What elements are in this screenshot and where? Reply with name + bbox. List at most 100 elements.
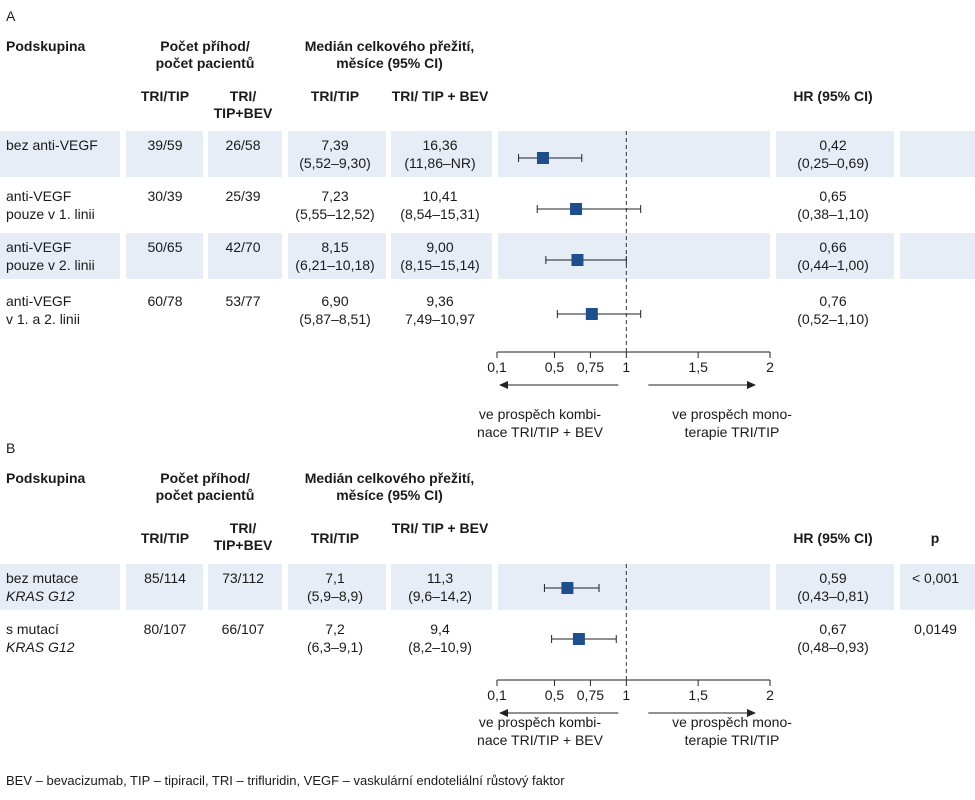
header-events-tritip: TRI/TIP bbox=[140, 530, 190, 546]
x-tick-label: 1,5 bbox=[688, 687, 708, 703]
events-bev: 26/58 bbox=[225, 137, 261, 153]
header-median: Medián celkového přežití, měsíce (95% CI… bbox=[304, 38, 475, 71]
table-row-subgroup: anti-VEGF pouze v 2. linii bbox=[6, 239, 95, 273]
median-tritip: 7,2 (6,3–9,1) bbox=[306, 621, 364, 655]
median-tritip: 8,15 (6,21–10,18) bbox=[295, 239, 375, 273]
hr-marker bbox=[570, 203, 583, 215]
row-band bbox=[0, 233, 975, 279]
header-subgroup: Podskupina bbox=[6, 470, 86, 486]
column-gap bbox=[894, 564, 900, 610]
x-tick-label: 1,5 bbox=[688, 359, 708, 375]
events-tritip: 80/107 bbox=[143, 621, 187, 637]
favors-right-label: ve prospěch mono-terapie TRI/TIP bbox=[672, 406, 792, 440]
x-tick-label: 2 bbox=[766, 359, 774, 375]
column-gap bbox=[894, 131, 900, 279]
median-tritip: 7,1 (5,9–8,9) bbox=[306, 570, 364, 604]
panel-label-a: A bbox=[6, 8, 16, 24]
events-bev: 66/107 bbox=[221, 621, 265, 637]
arrow-right-head bbox=[747, 709, 756, 717]
events-tritip: 30/39 bbox=[147, 188, 183, 204]
column-gap bbox=[770, 564, 776, 610]
column-gap bbox=[120, 564, 126, 610]
column-gap bbox=[492, 564, 498, 610]
header-hr: HR (95% CI) bbox=[793, 530, 873, 546]
column-gap bbox=[203, 564, 208, 610]
events-tritip: 60/78 bbox=[147, 293, 183, 309]
x-tick-label: 0,75 bbox=[577, 359, 604, 375]
median-bev: 9,4 (8,2–10,9) bbox=[408, 621, 472, 655]
events-tritip: 39/59 bbox=[147, 137, 183, 153]
x-tick-label: 0,1 bbox=[487, 687, 507, 703]
table-row-subgroup: s mutací KRAS G12 bbox=[6, 621, 75, 655]
hr-marker bbox=[561, 582, 574, 594]
median-bev: 16,36 (11,86–NR) bbox=[404, 137, 476, 171]
hr-marker bbox=[572, 633, 585, 645]
median-tritip: 7,39 (5,52–9,30) bbox=[299, 137, 371, 171]
favors-left-label: ve prospěch kombi-nace TRI/TIP + BEV bbox=[477, 714, 603, 748]
events-bev: 25/39 bbox=[225, 188, 261, 204]
header-median-tritip: TRI/TIP bbox=[310, 88, 360, 104]
median-tritip: 6,90 (5,87–8,51) bbox=[299, 293, 371, 327]
arrow-right-head bbox=[747, 381, 756, 389]
arrow-left-head bbox=[499, 709, 508, 717]
header-median-bev: TRI/ TIP + BEV bbox=[391, 520, 489, 536]
hr-marker bbox=[585, 308, 598, 320]
x-tick-label: 1 bbox=[622, 359, 630, 375]
header-median-bev: TRI/ TIP + BEV bbox=[391, 88, 489, 104]
median-bev: 10,41 (8,54–15,31) bbox=[400, 188, 480, 222]
table-row-subgroup: anti-VEGF pouze v 1. linii bbox=[6, 188, 95, 222]
arrow-left-head bbox=[499, 381, 508, 389]
hr-value: 0,42 (0,25–0,69) bbox=[797, 137, 869, 171]
row-band bbox=[0, 564, 975, 610]
median-bev: 9,36 7,49–10,97 bbox=[404, 293, 476, 327]
footnote: BEV – bevacizumab, TIP – tipiracil, TRI … bbox=[6, 773, 565, 788]
column-gap bbox=[386, 564, 391, 610]
table-row-subgroup: bez mutace KRAS G12 bbox=[6, 570, 79, 604]
median-bev: 9,00 (8,15–15,14) bbox=[400, 239, 480, 273]
events-tritip: 85/114 bbox=[144, 570, 186, 586]
favors-right-label: ve prospěch mono-terapie TRI/TIP bbox=[672, 714, 792, 748]
column-gap bbox=[492, 131, 498, 279]
x-tick-label: 2 bbox=[766, 687, 774, 703]
hr-value: 0,59 (0,43–0,81) bbox=[797, 570, 869, 604]
hr-value: 0,67 (0,48–0,93) bbox=[797, 621, 869, 655]
header-events-bev: TRI/ TIP+BEV bbox=[213, 88, 273, 121]
header-events: Počet příhod/ počet pacientů bbox=[155, 38, 255, 71]
panel-label-b: B bbox=[6, 440, 16, 456]
column-gap bbox=[120, 131, 126, 279]
hr-value: 0,76 (0,52–1,10) bbox=[797, 293, 869, 327]
header-events-tritip: TRI/TIP bbox=[140, 88, 190, 104]
column-gap bbox=[282, 564, 288, 610]
x-tick-label: 0,75 bbox=[577, 687, 604, 703]
column-gap bbox=[770, 131, 776, 279]
favors-left-label: ve prospěch kombi-nace TRI/TIP + BEV bbox=[477, 406, 603, 440]
x-tick-label: 0,5 bbox=[545, 359, 565, 375]
header-events: Počet příhod/ počet pacientů bbox=[155, 470, 255, 503]
header-subgroup: Podskupina bbox=[6, 38, 86, 54]
hr-value: 0,66 (0,44–1,00) bbox=[797, 239, 869, 273]
hr-marker bbox=[536, 152, 549, 164]
row-band bbox=[0, 131, 975, 177]
median-tritip: 7,23 (5,55–12,52) bbox=[295, 188, 375, 222]
x-tick-label: 1 bbox=[622, 687, 630, 703]
table-row-subgroup: bez anti-VEGF bbox=[6, 137, 98, 153]
column-gap bbox=[282, 131, 288, 279]
header-p: p bbox=[930, 530, 940, 546]
column-gap bbox=[386, 131, 391, 279]
events-tritip: 50/65 bbox=[147, 239, 183, 255]
header-events-bev: TRI/ TIP+BEV bbox=[213, 520, 273, 553]
events-bev: 73/112 bbox=[222, 570, 264, 586]
header-median-tritip: TRI/TIP bbox=[310, 530, 360, 546]
events-bev: 53/77 bbox=[225, 293, 261, 309]
forest-plot-a: 0,1 0,5 0,75 1 1,5 2 bbox=[487, 131, 774, 389]
x-tick-label: 0,5 bbox=[545, 687, 565, 703]
header-median: Medián celkového přežití, měsíce (95% CI… bbox=[304, 470, 475, 503]
p-value: < 0,001 bbox=[911, 570, 960, 586]
table-row-subgroup: anti-VEGF v 1. a 2. linii bbox=[6, 293, 80, 327]
forest-plot-b: 0,1 0,5 0,75 1 1,5 2 bbox=[487, 564, 774, 717]
hr-value: 0,65 (0,38–1,10) bbox=[797, 188, 869, 222]
median-bev: 11,3 (9,6–14,2) bbox=[408, 570, 472, 604]
p-value: 0,0149 bbox=[914, 621, 957, 637]
x-tick-label: 0,1 bbox=[487, 359, 507, 375]
